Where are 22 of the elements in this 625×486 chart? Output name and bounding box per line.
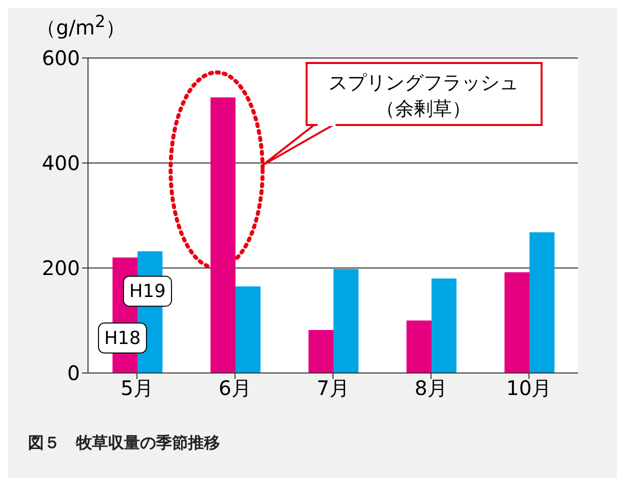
annotation: スプリングフラッシュ（余剰草） xyxy=(328,72,519,120)
bar xyxy=(406,320,432,373)
x-tick-label: 10月 xyxy=(506,376,552,400)
text: 図５ 牧草収量の季節推移 xyxy=(28,433,220,454)
x-tick-label: 5月 xyxy=(120,376,154,400)
bar xyxy=(432,278,456,373)
y-tick-label: 0 xyxy=(67,361,80,386)
bar xyxy=(334,269,358,373)
y-tick-label: 200 xyxy=(42,256,80,280)
x-tick-label: 6月 xyxy=(218,376,252,400)
bar xyxy=(308,330,334,373)
bar xyxy=(236,286,260,373)
bar xyxy=(530,232,554,373)
y-axis-title: （g/m$^{2}$） xyxy=(36,12,126,42)
series-label: H19 xyxy=(129,281,166,302)
x-tick-label: 7月 xyxy=(316,376,350,400)
series-label: H18 xyxy=(104,328,141,349)
y-tick-label: 400 xyxy=(42,151,80,176)
bar xyxy=(504,272,530,373)
y-tick-label: 600 xyxy=(42,46,80,70)
bar xyxy=(210,97,236,373)
x-tick-label: 8月 xyxy=(414,376,448,400)
